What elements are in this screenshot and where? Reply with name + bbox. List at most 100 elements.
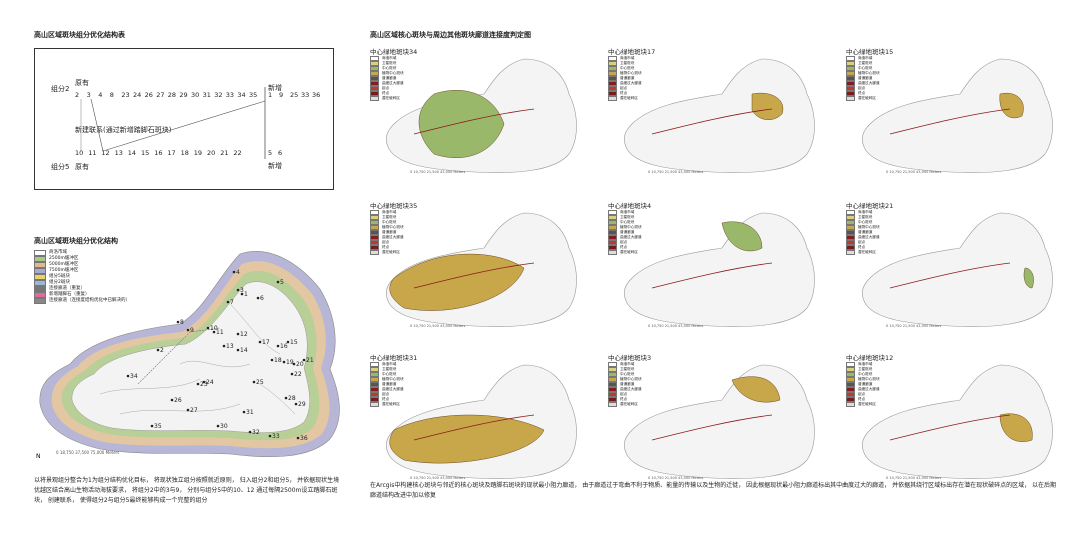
panel-legend-item: 卫星斑块 [370, 61, 404, 66]
panel-map [861, 212, 1053, 327]
panel-legend-label: 商洛市域 [858, 56, 873, 61]
patch-area [418, 90, 505, 158]
patch-point [294, 402, 298, 406]
legend-swatch [34, 274, 46, 280]
panel-legend-label: 普通廊道 [858, 76, 873, 81]
legend-swatch [34, 262, 46, 268]
panel-legend-swatch [846, 240, 855, 245]
patch-number: 34 [237, 91, 246, 99]
panel-legend-item: 商洛市域 [370, 362, 404, 367]
panel-legend-swatch [608, 220, 617, 225]
panel-legend-label: 曲度过大廊道 [858, 235, 880, 240]
patch-point [236, 332, 240, 336]
panel-legend-label: 曲度过大廊道 [858, 81, 880, 86]
patch-area [999, 92, 1024, 119]
panel-legend-item: 起点 [370, 86, 404, 91]
patch-label: 26 [174, 397, 182, 404]
panel-legend-swatch [608, 245, 617, 250]
corridor-panel: 中心绿地斑块31 商洛市域 卫星斑块 中心斑块 植物中心斑块 普通廊道 曲度过大廊道 起点 终点… [370, 352, 590, 492]
left-map-scale: 0 18,750 37,500 75,000 Meters [56, 450, 120, 455]
panel-legend-label: 植物中心斑块 [382, 225, 404, 230]
panel-legend-label: 普通廊道 [620, 76, 635, 81]
patch-label: 2 [160, 347, 164, 354]
patch-label: 15 [290, 339, 298, 346]
panel-scale: 0 10,750 21,500 43,000 Meters [886, 170, 942, 174]
panel-legend-swatch [370, 56, 379, 61]
patch-label: 3 [240, 287, 244, 294]
patch-point [186, 408, 190, 412]
panel-legend-item: 商洛市域 [846, 210, 880, 215]
panel-legend-swatch [608, 91, 617, 96]
region-outline [623, 58, 815, 173]
right-title: 高山区域核心斑块与周边其他斑块廊道连接度判定图 [370, 31, 531, 39]
panel-legend-item: 商洛市域 [370, 56, 404, 61]
panel-legend-swatch [370, 402, 379, 407]
panel-legend-item: 中心斑块 [608, 66, 642, 71]
panel-legend-item: 植物中心斑块 [370, 225, 404, 230]
panel-legend-item: 潜在破碎区 [608, 250, 642, 255]
panel-legend-swatch [608, 81, 617, 86]
panel-legend-swatch [846, 387, 855, 392]
patch-number: 16 [154, 149, 163, 157]
panel-scale: 0 10,750 21,500 43,000 Meters [648, 476, 704, 480]
patch-label: 22 [294, 371, 302, 378]
patch-label: 16 [280, 343, 288, 350]
panel-legend-label: 起点 [858, 240, 866, 245]
panel-legend-item: 普通廊道 [370, 76, 404, 81]
patch-area [721, 221, 763, 252]
panel-legend-label: 卫星斑块 [620, 367, 635, 372]
panel-legend-swatch [370, 91, 379, 96]
patch-area [389, 253, 525, 311]
panel-legend-label: 商洛市域 [858, 362, 873, 367]
panel-legend: 商洛市域 卫星斑块 中心斑块 植物中心斑块 普通廊道 曲度过大廊道 起点 终点 潜在破碎区 [608, 362, 642, 407]
panel-legend-swatch [846, 210, 855, 215]
patch-label: 12 [240, 331, 248, 338]
panel-legend-swatch [846, 91, 855, 96]
patch-label: 30 [220, 423, 228, 430]
panel-legend-label: 中心斑块 [620, 220, 635, 225]
panel-legend-swatch [608, 235, 617, 240]
patch-number: 17 [167, 149, 176, 157]
legend-swatch [34, 268, 46, 274]
panel-legend-swatch [608, 56, 617, 61]
legend-swatch [34, 286, 46, 292]
panel-legend-swatch [370, 240, 379, 245]
patch-point [276, 280, 280, 284]
panel-legend-swatch [370, 86, 379, 91]
patch-point [236, 348, 240, 352]
patch-label: 33 [272, 433, 280, 440]
panel-legend-label: 起点 [858, 86, 866, 91]
patch-area [389, 414, 545, 464]
table-title: 高山区域斑块组分优化结构表 [34, 31, 125, 39]
panel-legend-label: 终点 [858, 245, 866, 250]
patch-number: 2 [75, 91, 80, 99]
legend-label: 7500m缓冲区 [49, 268, 79, 273]
panel-legend-swatch [846, 81, 855, 86]
panel-scale: 0 10,750 21,500 43,000 Meters [886, 476, 942, 480]
legend-item: 新增踏脚石（重复） [34, 292, 154, 298]
panel-legend-swatch [370, 66, 379, 71]
legend-item: 商洛市域 [34, 250, 154, 256]
panel-legend-item: 潜在破碎区 [370, 96, 404, 101]
patch-point [286, 340, 290, 344]
legend-swatch [34, 250, 46, 256]
patch-area [751, 92, 784, 121]
panel-legend-label: 卫星斑块 [858, 367, 873, 372]
panel-legend-swatch [370, 210, 379, 215]
panel-legend-label: 植物中心斑块 [620, 377, 642, 382]
panel-legend: 商洛市域 卫星斑块 中心斑块 植物中心斑块 普通廊道 曲度过大廊道 起点 终点 潜在破碎区 [370, 210, 404, 255]
panel-legend-item: 潜在破碎区 [846, 96, 880, 101]
patch-point [302, 358, 306, 362]
panel-legend-item: 终点 [846, 245, 880, 250]
panel-legend-label: 曲度过大廊道 [620, 81, 642, 86]
patch-label: 34 [130, 373, 138, 380]
group2-number-row: 2 3 4 8 23 24 26 27 28 29 30 31 32 33 34 35 [75, 91, 265, 101]
panel-legend-item: 曲度过大廊道 [608, 81, 642, 86]
group2-label: 组分2 [51, 85, 70, 93]
panel-map [623, 364, 815, 479]
panel-legend-item: 普通廊道 [370, 230, 404, 235]
panel-legend-item: 植物中心斑块 [608, 225, 642, 230]
panel-map [861, 364, 1053, 479]
patch-area [1023, 267, 1034, 289]
